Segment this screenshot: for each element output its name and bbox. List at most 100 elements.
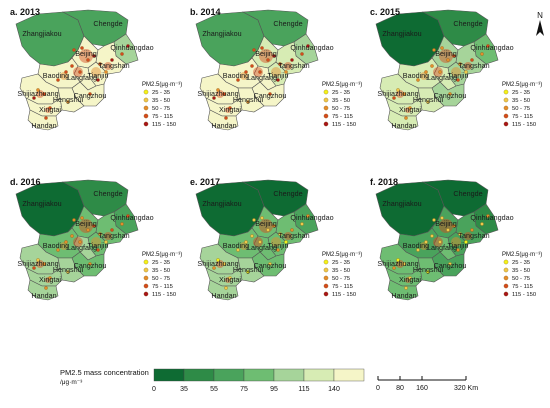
monitoring-site [244, 70, 248, 74]
legend-swatch [503, 89, 509, 95]
color-scale-bin [213, 368, 245, 382]
monitoring-site [96, 248, 100, 252]
city-label-baoding: Baoding [403, 241, 429, 250]
city-label-cangzhou: Cangzhou [254, 261, 287, 270]
pollution-hotspot [433, 237, 443, 247]
point-legend-title: PM2.5(μg·m⁻³) [502, 252, 542, 258]
pollution-hotspot [451, 237, 461, 247]
monitoring-site [464, 70, 468, 74]
color-scale-tick: 35 [180, 386, 188, 393]
monitoring-site [244, 240, 248, 244]
monitoring-site [86, 58, 90, 62]
monitoring-site [228, 106, 232, 110]
city-label-xingtai: Xingtai [399, 275, 421, 284]
monitoring-site [64, 240, 68, 244]
panel-label: a. 2013 [10, 7, 41, 17]
city-label-tianjin: Tianjin [448, 71, 469, 80]
monitoring-site [66, 270, 70, 274]
color-scale-legend: PM2.5 mass concentration/μg·m⁻³ 0 35 55 75 95… [8, 367, 368, 403]
point-legend-title: PM2.5(μg·m⁻³) [142, 252, 182, 258]
city-label-chengde: Chengde [93, 19, 122, 28]
monitoring-site [266, 58, 270, 62]
monitoring-site [36, 258, 40, 262]
city-label-langfang: Langfang [247, 73, 277, 82]
monitoring-site [70, 64, 74, 68]
city-label-beijing: Beijing [255, 219, 277, 228]
city-label-hengshui: Hengshui [53, 265, 84, 274]
monitoring-site [92, 54, 96, 58]
legend-item-label: 50 - 75 [332, 276, 350, 282]
monitoring-site [438, 70, 442, 74]
city-label-hengshui: Hengshui [53, 95, 84, 104]
region-handan [27, 279, 59, 301]
city-label-tangshan: Tangshan [98, 61, 129, 70]
color-scale-bin [183, 368, 215, 382]
monitoring-site [446, 58, 450, 62]
city-label-cangzhou: Cangzhou [74, 261, 107, 270]
region-zhangjiakou [195, 11, 265, 67]
color-scale-tick: 55 [210, 386, 218, 393]
map-panel-d: Zhangjiakou Chengde Qinhuangdao Beijing Tang… [8, 176, 188, 301]
pollution-hotspot [216, 90, 224, 98]
monitoring-site [438, 240, 442, 244]
monitoring-site [48, 276, 52, 280]
city-label-xingtai: Xingtai [219, 275, 241, 284]
city-label-handan: Handan [211, 291, 236, 300]
legend-swatch [503, 113, 509, 119]
city-label-handan: Handan [391, 291, 416, 300]
monitoring-site [56, 248, 60, 252]
city-label-zhangjiakou: Zhangjiakou [382, 29, 421, 38]
monitoring-site [260, 216, 264, 220]
city-label-xingtai: Xingtai [39, 275, 61, 284]
monitoring-site [426, 270, 430, 274]
city-label-zhangjiakou: Zhangjiakou [22, 29, 61, 38]
legend-swatch [323, 121, 329, 127]
city-label-tangshan: Tangshan [98, 231, 129, 240]
city-label-handan: Handan [211, 121, 236, 130]
legend-swatch [503, 97, 509, 103]
monitoring-site [42, 262, 46, 266]
monitoring-site [120, 52, 124, 56]
legend-item-label: 75 - 115 [332, 284, 353, 290]
city-label-shijiazhuang: Shijiazhuang [17, 259, 58, 268]
monitoring-site [456, 78, 460, 82]
monitoring-site [464, 240, 468, 244]
pollution-hotspot [73, 237, 83, 247]
city-label-cangzhou: Cangzhou [434, 91, 467, 100]
map-svg-f: Zhangjiakou Chengde Qinhuangdao BeijingTang… [375, 179, 542, 301]
region-zhangjiakou [15, 181, 85, 237]
monitoring-site [80, 216, 84, 220]
map-panel-b: Zhangjiakou Chengde Qinhuangdao Beijing Tang… [188, 6, 368, 131]
monitoring-site [212, 96, 216, 100]
pollution-hotspot [216, 260, 224, 268]
distance-bar-label: 160 [416, 385, 428, 392]
legend-item-label: 50 - 75 [512, 276, 530, 282]
pollution-hotspot [464, 62, 472, 70]
city-label-zhangjiakou: Zhangjiakou [202, 29, 241, 38]
monitoring-site [236, 78, 240, 82]
color-scale-tick: 140 [328, 386, 340, 393]
monitoring-site [72, 48, 76, 52]
monitoring-site [452, 224, 456, 228]
distance-bar-label: 320 Km [454, 385, 478, 392]
legend-item-label: 75 - 115 [152, 284, 173, 290]
point-legend-title: PM2.5(μg·m⁻³) [142, 82, 182, 88]
city-label-qinhuangdao: Qinhuangdao [290, 213, 333, 222]
monitoring-site [258, 70, 262, 74]
pollution-hotspot [36, 260, 44, 268]
monitoring-site [416, 78, 420, 82]
legend-item-label: 50 - 75 [152, 106, 170, 112]
pollution-hotspot [284, 62, 292, 70]
legend-swatch [143, 291, 149, 297]
monitoring-site [120, 222, 124, 226]
city-label-tangshan: Tangshan [458, 231, 489, 240]
monitoring-site [284, 240, 288, 244]
legend-swatch [323, 267, 329, 273]
monitoring-site [260, 46, 264, 50]
city-label-tianjin: Tianjin [88, 241, 109, 250]
city-label-shijiazhuang: Shijiazhuang [197, 259, 238, 268]
monitoring-site [440, 46, 444, 50]
city-label-shijiazhuang: Shijiazhuang [377, 89, 418, 98]
pollution-hotspot [451, 67, 461, 77]
city-label-beijing: Beijing [255, 49, 277, 58]
